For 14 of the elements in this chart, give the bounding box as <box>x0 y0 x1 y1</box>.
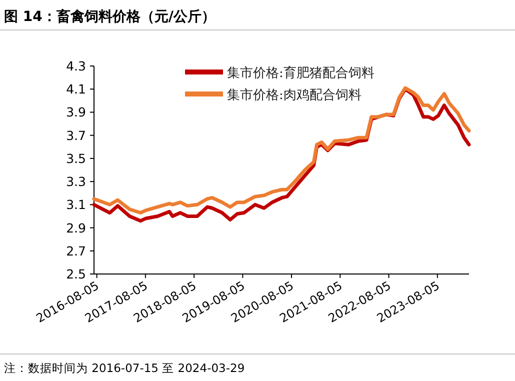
y-tick-label: 2.5 <box>66 266 86 282</box>
text: 注：数据时间为 2016-07-15 至 2024-03-29 <box>4 361 245 375</box>
y-tick-label: 3.9 <box>66 104 86 120</box>
legend-label: 集市价格:肉鸡配合饲料 <box>227 88 362 103</box>
y-tick-label: 3.3 <box>66 174 86 190</box>
y-tick-label: 3.7 <box>66 128 86 143</box>
y-tick-label: 2.7 <box>66 243 86 258</box>
legend-label: 集市价格:育肥猪配合饲料 <box>227 65 374 81</box>
y-tick-label: 3.1 <box>66 197 86 212</box>
y-tick-label: 3.5 <box>66 150 86 166</box>
y-tick-label: 4.1 <box>66 82 86 97</box>
y-tick-label: 2.9 <box>66 220 86 236</box>
y-tick-label: 4.3 <box>66 58 86 74</box>
chart-title: 图 14：畜禽饲料价格（元/公斤） <box>4 8 216 25</box>
